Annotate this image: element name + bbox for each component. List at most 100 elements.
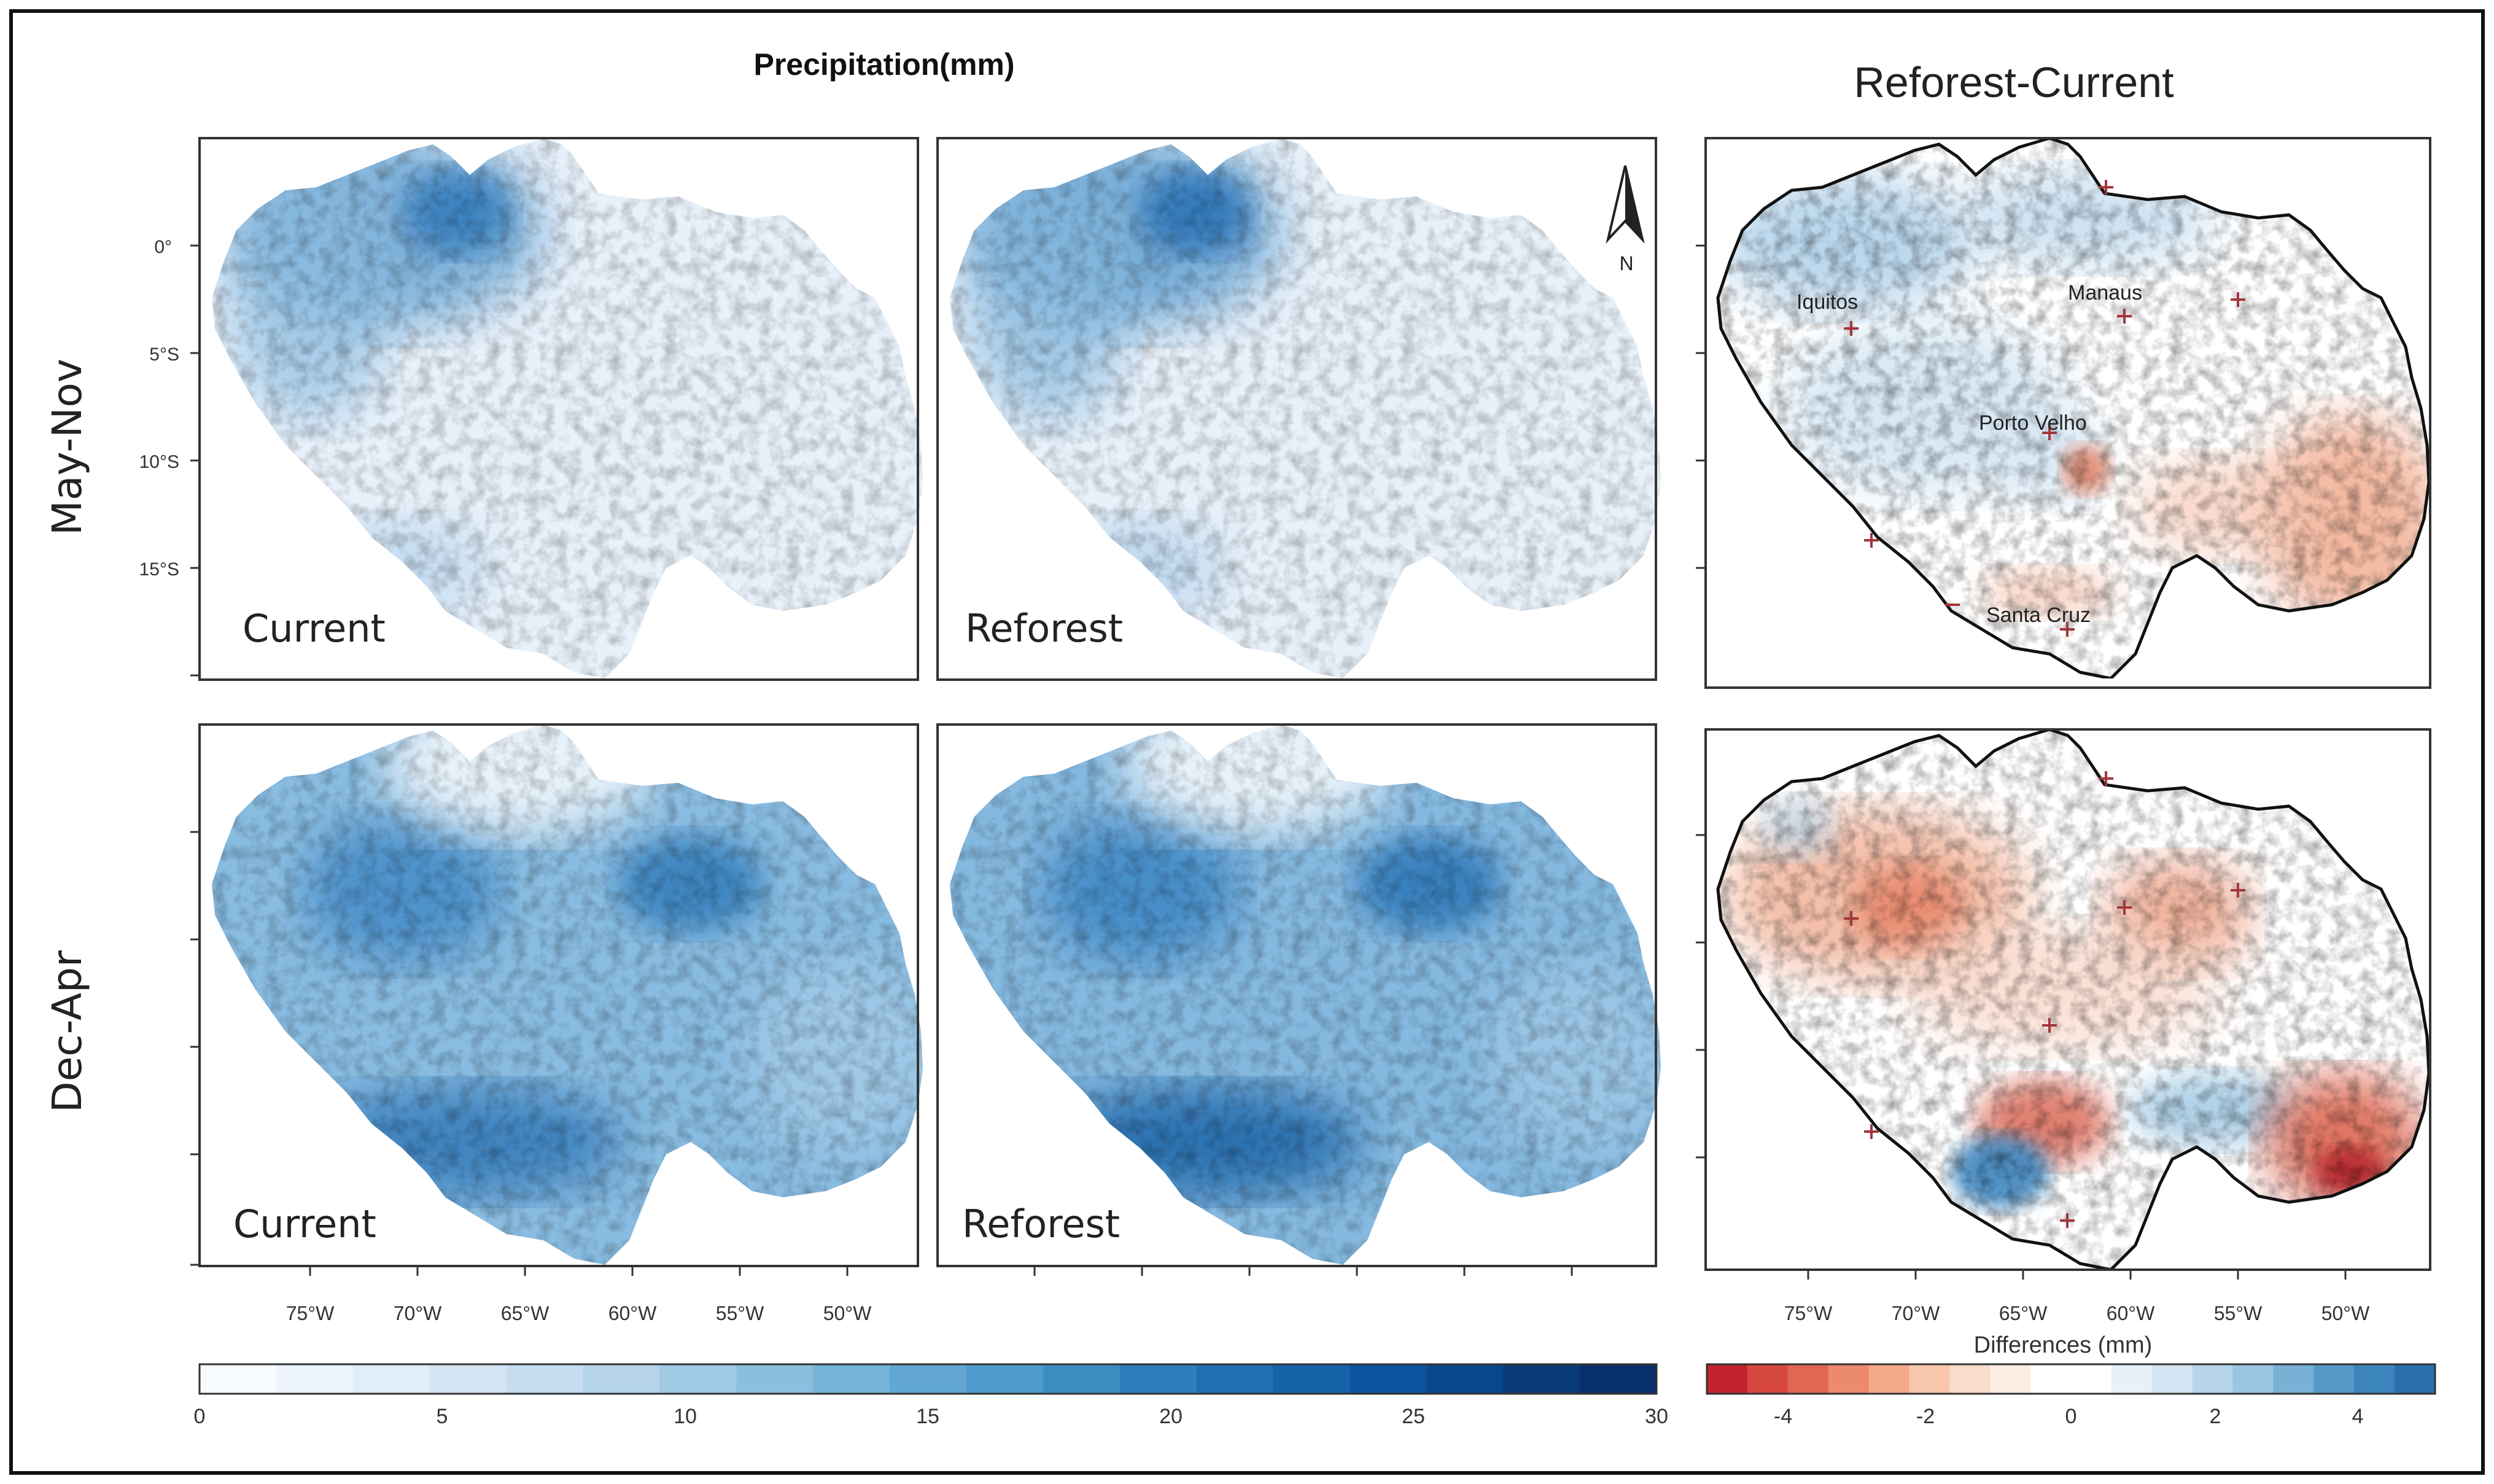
panel-dec-apr-difference — [1704, 728, 2431, 1271]
diff-colorbar-swatch — [1828, 1364, 1870, 1394]
precip-tick: 0 — [194, 1405, 206, 1428]
precip-colorbar-swatch — [1119, 1364, 1197, 1394]
diff-tick: 4 — [2352, 1405, 2364, 1428]
lon-tick-label: 75°W — [1784, 1302, 1833, 1324]
diff-colorbar-swatch — [2030, 1364, 2072, 1394]
diff-colorbar-swatch — [2273, 1364, 2315, 1394]
diff-colorbar-swatch — [1868, 1364, 1910, 1394]
colorbar-precip-ticks: 0 5 10 15 20 25 30 — [194, 1405, 1668, 1428]
precip-colorbar-swatch — [352, 1364, 430, 1394]
diff-colorbar-swatch — [2071, 1364, 2112, 1394]
precip-colorbar-swatch — [200, 1364, 277, 1394]
panel-border — [198, 723, 919, 1267]
diff-colorbar-swatch — [1909, 1364, 1951, 1394]
lon-tick-label: 75°W — [286, 1302, 335, 1324]
lon-tick-label: 60°W — [2107, 1302, 2155, 1324]
precip-colorbar-swatch — [276, 1364, 354, 1394]
precip-tick: 10 — [674, 1405, 697, 1428]
diff-colorbar-swatch — [2151, 1364, 2193, 1394]
precip-colorbar-swatch — [890, 1364, 967, 1394]
main-title: Precipitation(mm) — [753, 47, 1014, 82]
lat-tick-label: 0° — [154, 237, 172, 257]
panel-border — [1704, 728, 2431, 1271]
panel-border — [198, 137, 919, 681]
precip-colorbar-swatch — [966, 1364, 1044, 1394]
lon-axis-precip: 75°W 70°W 65°W 60°W 55°W 50°W — [286, 1266, 1573, 1324]
precip-colorbar-swatch — [1503, 1364, 1580, 1394]
lat-axis-diff — [1696, 244, 1706, 1159]
diff-tick: 0 — [2065, 1405, 2077, 1428]
panel-may-nov-current: Current — [198, 137, 924, 681]
precip-colorbar-swatch — [1273, 1364, 1351, 1394]
colorbar-precip-frame — [198, 1363, 1658, 1395]
precip-tick: 5 — [437, 1405, 448, 1428]
precip-tick: 25 — [1402, 1405, 1425, 1428]
panel-dec-apr-current: Current — [198, 723, 924, 1267]
panel-label: Current — [233, 1202, 376, 1246]
diff-colorbar-swatch — [1707, 1364, 1748, 1394]
diff-colorbar-swatch — [2111, 1364, 2153, 1394]
precip-colorbar-swatch — [813, 1364, 890, 1394]
diff-colorbar-swatch — [2192, 1364, 2234, 1394]
city-label-porto-velho: Porto Velho — [1979, 411, 2087, 435]
diff-colorbar-swatch — [2354, 1364, 2395, 1394]
lon-tick-label: 60°W — [608, 1302, 657, 1324]
precip-colorbar-swatch — [1350, 1364, 1428, 1394]
row-label-may-nov: May-Nov — [44, 359, 91, 535]
lon-tick-label: 65°W — [1999, 1302, 2048, 1324]
precip-tick: 20 — [1159, 1405, 1183, 1428]
lat-tick-label: 5°S — [149, 344, 179, 365]
precip-colorbar-swatch — [506, 1364, 584, 1394]
precip-colorbar-swatch — [736, 1364, 814, 1394]
precip-colorbar-swatch — [1580, 1364, 1657, 1394]
precip-tick: 15 — [916, 1405, 939, 1428]
panel-may-nov-difference: Iquitos Manaus Porto Velho Santa Cruz — [1704, 137, 2431, 689]
diff-colorbar-swatch — [2313, 1364, 2355, 1394]
diff-colorbar-swatch — [1787, 1364, 1829, 1394]
city-label-iquitos: Iquitos — [1797, 290, 1858, 314]
precip-colorbar-swatch — [429, 1364, 507, 1394]
panel-label: Reforest — [965, 606, 1123, 651]
lon-tick-label: 50°W — [2321, 1302, 2370, 1324]
panel-dec-apr-reforest: Reforest — [936, 723, 1662, 1267]
lon-tick-label: 70°W — [1892, 1302, 1940, 1324]
diff-tick: -4 — [1774, 1405, 1792, 1428]
panel-label: Current — [243, 606, 386, 651]
colorbar-precip — [200, 1364, 1657, 1394]
row-label-dec-apr: Dec-Apr — [44, 950, 91, 1113]
precip-tick: 30 — [1645, 1405, 1668, 1428]
city-markers — [1844, 771, 2245, 1228]
colorbar-diff-frame — [1706, 1363, 2436, 1395]
lon-tick-label: 50°W — [823, 1302, 872, 1324]
colorbar-diff — [1707, 1364, 2436, 1394]
precip-colorbar-swatch — [1043, 1364, 1121, 1394]
diff-colorbar-swatch — [1747, 1364, 1789, 1394]
precip-colorbar-swatch — [1426, 1364, 1504, 1394]
panel-border — [1704, 137, 2431, 689]
city-markers — [1844, 180, 2245, 637]
lon-tick-label: 55°W — [716, 1302, 764, 1324]
city-label-santa-cruz: Santa Cruz — [1986, 604, 2091, 627]
diff-title: Reforest-Current — [1854, 58, 2174, 106]
diff-tick: 2 — [2210, 1405, 2221, 1428]
lon-tick-label: 55°W — [2214, 1302, 2263, 1324]
colorbar-diff-ticks: -4 -2 0 2 4 — [1774, 1405, 2364, 1428]
panel-may-nov-reforest: Reforest N — [936, 137, 1662, 681]
diff-colorbar-swatch — [2395, 1364, 2436, 1394]
precip-colorbar-swatch — [659, 1364, 737, 1394]
lat-axis: 0° 5°S 10°S 15°S — [139, 237, 200, 1266]
north-label: N — [1619, 252, 1633, 274]
lat-tick-label: 10°S — [139, 452, 179, 472]
panel-label: Reforest — [962, 1202, 1120, 1246]
precip-colorbar-swatch — [1196, 1364, 1274, 1394]
panel-border — [936, 137, 1657, 681]
precip-colorbar-swatch — [583, 1364, 661, 1394]
city-label-manaus: Manaus — [2068, 281, 2142, 305]
figure-frame — [9, 9, 2485, 1475]
north-arrow-icon: N — [1606, 165, 1645, 274]
lon-tick-label: 70°W — [394, 1302, 442, 1324]
lat-tick-label: 15°S — [139, 559, 179, 580]
diff-colorbar-swatch — [2232, 1364, 2274, 1394]
lon-tick-label: 65°W — [501, 1302, 550, 1324]
